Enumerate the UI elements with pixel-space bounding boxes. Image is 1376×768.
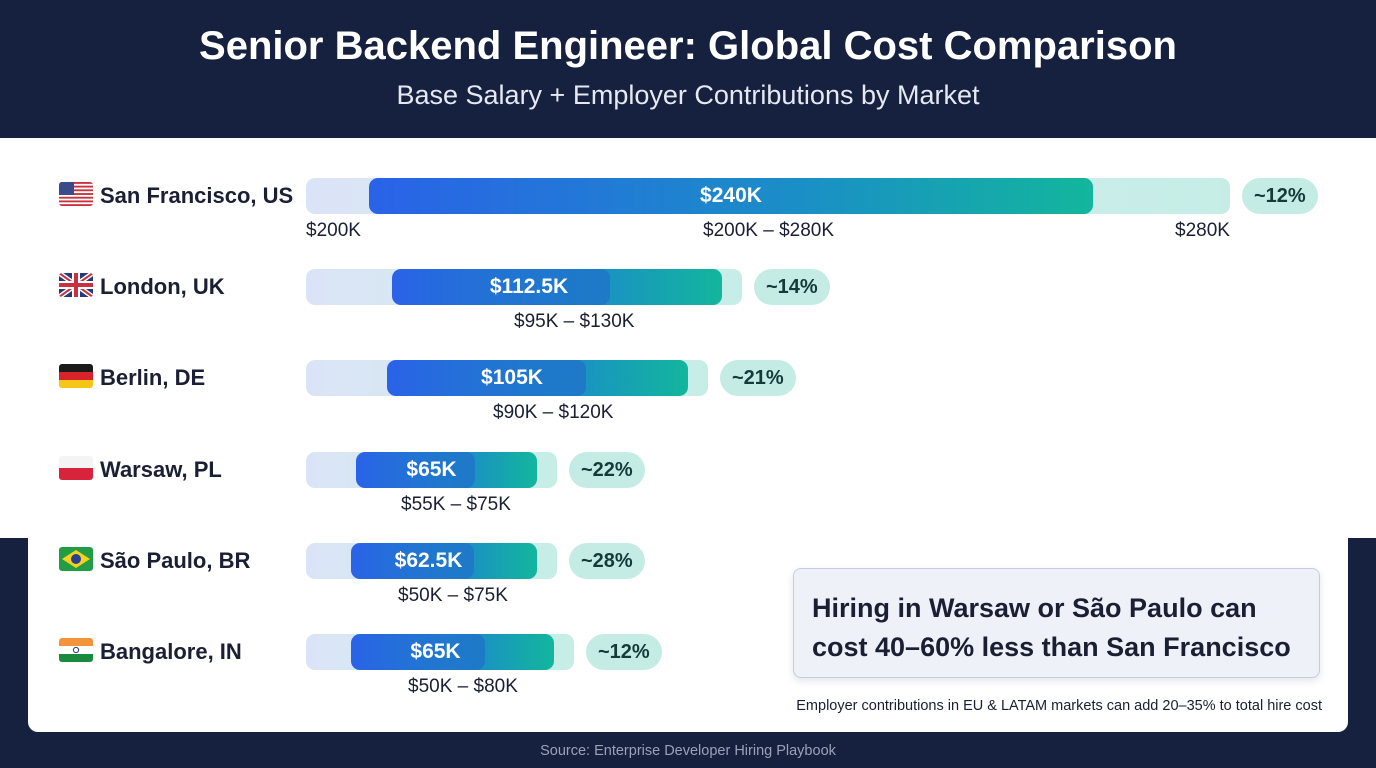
contribution-badge: ~12%	[586, 634, 662, 670]
median-label: $240K	[700, 184, 762, 207]
salary-bar	[387, 360, 688, 396]
range-label: $200K – $280K	[703, 220, 835, 241]
market-city-label: London, UK	[100, 274, 225, 299]
chart-subtitle: Base Salary + Employer Contributions by …	[396, 80, 980, 110]
salary-bar	[351, 543, 537, 579]
chart-title: Senior Backend Engineer: Global Cost Com…	[199, 24, 1177, 68]
salary-bar	[369, 178, 1093, 214]
market-row: São Paulo, BR $62.5K ~28% $50K – $75K	[0, 543, 1376, 635]
de-flag-icon	[59, 364, 93, 388]
salary-bar-shade	[356, 452, 475, 488]
tick-label-min: $200K	[306, 220, 361, 241]
footnote: Employer contributions in EU & LATAM mar…	[796, 698, 1322, 714]
us-flag-icon	[59, 182, 93, 206]
uk-flag-icon	[59, 273, 93, 297]
median-label: $62.5K	[394, 549, 463, 572]
contribution-badge: ~21%	[720, 360, 796, 396]
market-row: Warsaw, PL $65K ~22% $55K – $75K	[0, 452, 1376, 544]
median-label: $105K	[481, 366, 543, 389]
insight-callout: Hiring in Warsaw or São Paulo can cost 4…	[793, 568, 1320, 678]
market-row: Bangalore, IN $65K ~12% $50K – $80K	[0, 634, 1376, 726]
market-city-label: Berlin, DE	[100, 365, 206, 390]
market-city-label: San Francisco, US	[100, 183, 294, 208]
salary-bar	[356, 452, 537, 488]
in-flag-icon	[59, 638, 93, 662]
contribution-badge: ~22%	[569, 452, 645, 488]
range-label: $50K – $75K	[398, 585, 508, 606]
contribution-badge: ~12%	[1242, 178, 1318, 214]
salary-bar-shade	[351, 543, 474, 579]
salary-bar-shade	[351, 634, 485, 670]
source-note: Source: Enterprise Developer Hiring Play…	[540, 743, 836, 759]
header: Senior Backend Engineer: Global Cost Com…	[0, 0, 1376, 138]
market-city-label: São Paulo, BR	[100, 548, 251, 573]
market-city-label: Warsaw, PL	[100, 457, 222, 482]
range-label: $90K – $120K	[493, 402, 614, 423]
salary-bar	[392, 269, 722, 305]
market-row: London, UK $112.5K ~14% $95K – $130K	[0, 269, 1376, 361]
range-label: $95K – $130K	[514, 311, 635, 332]
market-row: San Francisco, US $240K ~12% $200K – $280K $…	[0, 178, 1376, 270]
contribution-badge: ~14%	[754, 269, 830, 305]
salary-bar-shade	[387, 360, 586, 396]
median-label: $65K	[406, 458, 457, 481]
salary-bar-shade	[392, 269, 610, 305]
br-flag-icon	[59, 547, 93, 571]
callout-line-1: Hiring in Warsaw or São Paulo can	[812, 593, 1257, 623]
callout-line-2: cost 40–60% less than San Francisco	[812, 632, 1291, 662]
range-label: $50K – $80K	[408, 676, 518, 697]
salary-bar	[351, 634, 554, 670]
market-city-label: Bangalore, IN	[100, 639, 242, 664]
tick-label-max: $280K	[1175, 220, 1230, 241]
median-label: $65K	[410, 640, 461, 663]
contribution-badge: ~28%	[569, 543, 645, 579]
median-label: $112.5K	[489, 275, 569, 298]
range-label: $55K – $75K	[401, 494, 511, 515]
market-row: Berlin, DE $105K ~21% $90K – $120K	[0, 360, 1376, 452]
pl-flag-icon	[59, 456, 93, 480]
